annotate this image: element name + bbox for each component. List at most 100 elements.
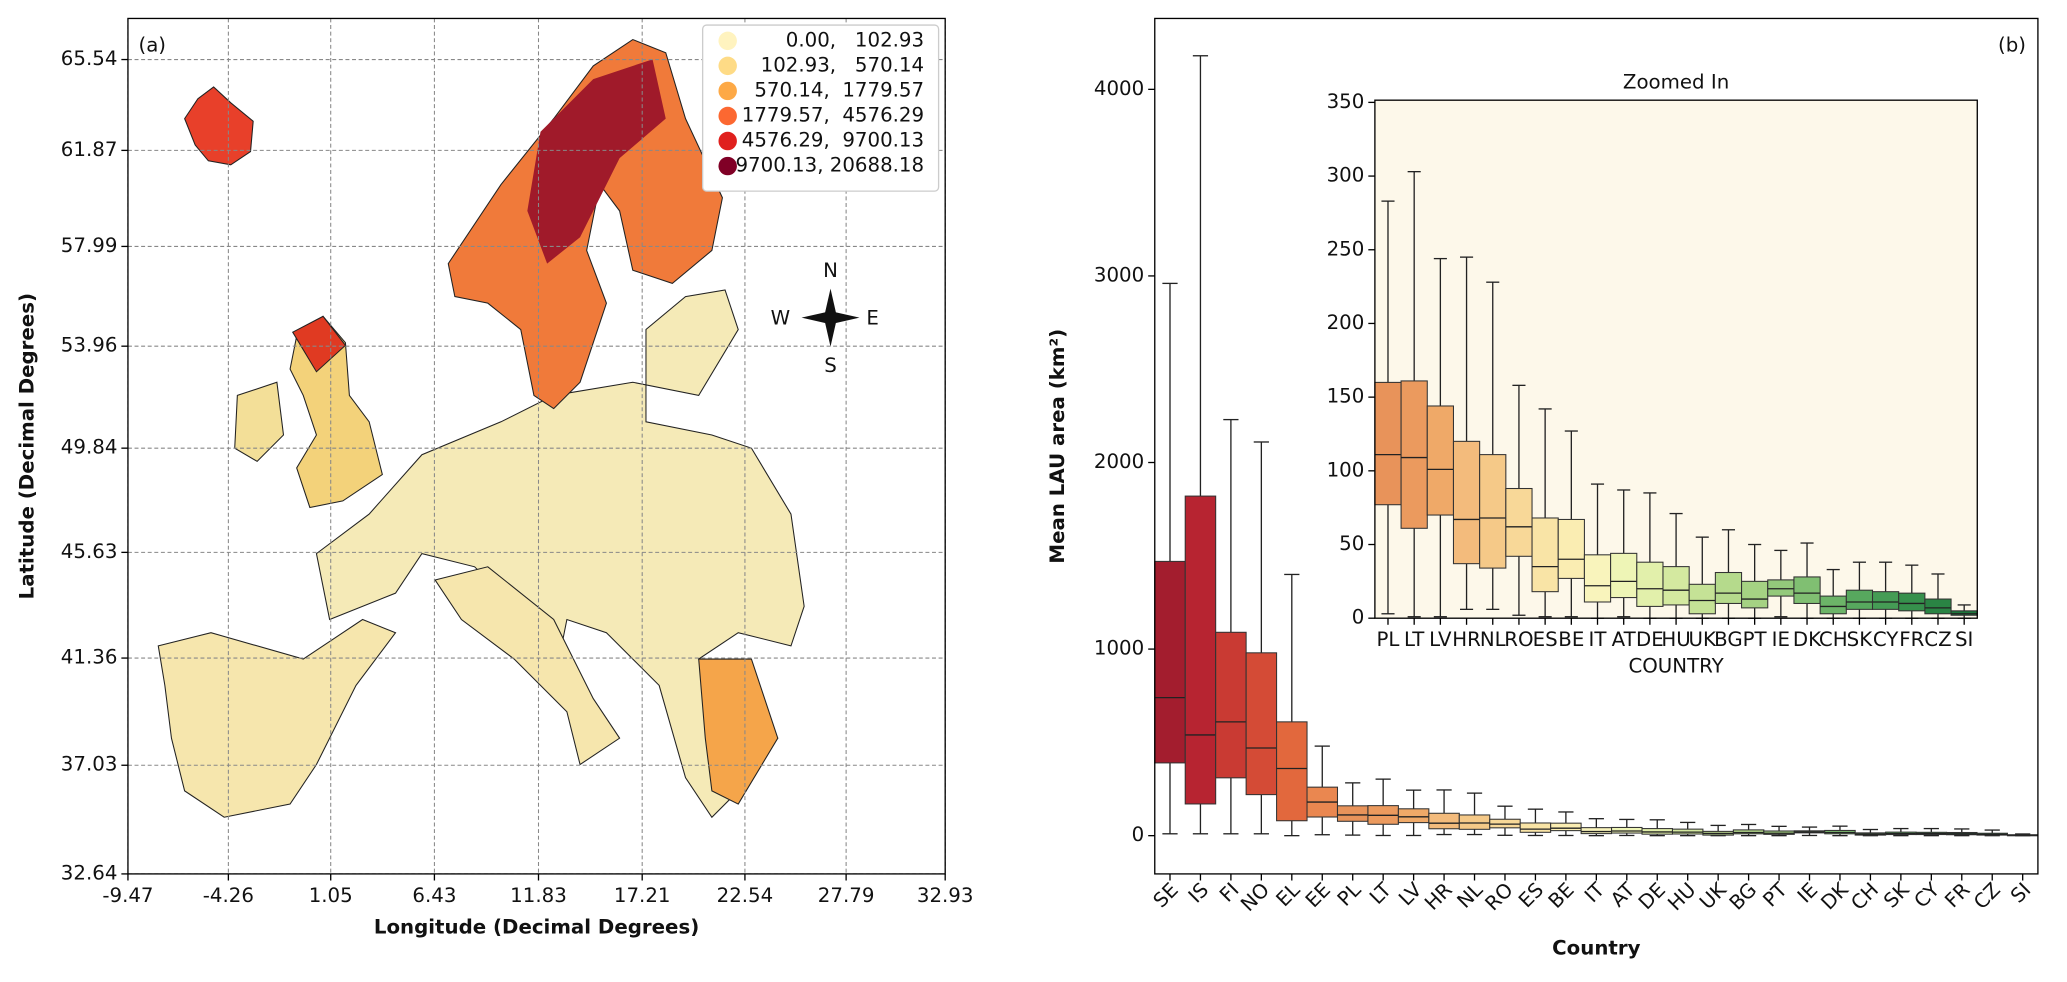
y-tick-label: 32.64 — [61, 861, 118, 884]
y-tick-label: 50 — [1339, 532, 1364, 555]
x-tick-label: ES — [1533, 628, 1558, 651]
y-axis-label: Latitude (Decimal Degrees) — [15, 293, 38, 599]
box — [1871, 591, 1900, 610]
legend-swatch — [718, 131, 737, 151]
x-tick-label: 11.83 — [510, 884, 567, 907]
plot-frame — [1374, 99, 1978, 619]
y-tick-label: 37.03 — [61, 753, 118, 776]
x-tick-label: 17.21 — [614, 884, 671, 907]
legend-label: 1779.57, 4576.29 — [742, 103, 924, 126]
x-tick-label: SK — [1847, 628, 1874, 651]
box — [1714, 571, 1743, 604]
x-tick-label: DK — [1793, 628, 1822, 651]
compass-label: W — [771, 306, 791, 329]
box — [1374, 381, 1402, 506]
box — [1950, 610, 1978, 616]
y-tick-label: 0 — [1352, 606, 1365, 629]
box — [1452, 440, 1481, 565]
y-tick-label: 100 — [1327, 458, 1365, 481]
x-tick-label: CY — [1873, 628, 1899, 651]
panel-label: (a) — [138, 34, 166, 57]
plot-frame — [127, 17, 946, 875]
box — [1767, 579, 1795, 597]
x-tick-label: CH — [1819, 628, 1848, 651]
legend-swatch — [718, 81, 737, 101]
x-tick-label: HR — [1452, 628, 1481, 651]
box — [1400, 380, 1428, 529]
y-tick-label: 45.63 — [61, 540, 118, 563]
x-tick-label: 32.93 — [917, 884, 974, 907]
y-tick-label: 1000 — [1094, 637, 1144, 660]
x-tick-label: 22.54 — [717, 884, 774, 907]
y-axis-label: Mean LAU area (km²) — [1046, 329, 1069, 564]
iceland — [184, 86, 254, 166]
x-tick-label: LV — [1429, 628, 1452, 651]
x-tick-label: PT — [1743, 628, 1768, 651]
compass — [801, 288, 860, 347]
y-tick-label: 350 — [1327, 90, 1365, 113]
x-tick-label: PL — [1377, 628, 1400, 651]
box — [1662, 566, 1690, 606]
legend-label: 0.00, 102.93 — [786, 28, 924, 51]
box — [1505, 487, 1533, 557]
box — [1458, 814, 1491, 830]
x-tick-label: 1.05 — [309, 884, 353, 907]
y-tick-label: 3000 — [1094, 263, 1144, 286]
x-tick-label: SI — [1955, 628, 1973, 651]
legend-label: 9700.13, 20688.18 — [735, 154, 924, 177]
greece — [698, 658, 779, 805]
box — [1426, 405, 1454, 516]
box — [1580, 827, 1613, 835]
scotland — [291, 315, 347, 373]
x-tick-label: RO — [1504, 628, 1533, 651]
box — [1898, 592, 1926, 612]
legend-swatch — [718, 156, 737, 176]
box — [1184, 495, 1217, 805]
x-tick-label: 27.79 — [818, 884, 875, 907]
x-tick-label: UK — [1689, 628, 1717, 651]
x-axis-label: Longitude (Decimal Degrees) — [374, 915, 699, 938]
box — [1611, 826, 1643, 834]
legend-box — [701, 24, 940, 192]
legend-label: 4576.29, 9700.13 — [742, 129, 924, 152]
box — [1428, 812, 1460, 830]
box — [1610, 552, 1638, 599]
compass-needle — [801, 311, 860, 325]
box — [1819, 595, 1847, 615]
y-tick-label: 61.87 — [61, 138, 118, 161]
y-tick-label: 53.96 — [61, 334, 118, 357]
x-tick-label: AT — [1612, 628, 1637, 651]
y-tick-label: 300 — [1327, 164, 1365, 187]
y-tick-label: 2000 — [1094, 450, 1144, 473]
x-tick-label: CZ — [1924, 628, 1951, 651]
box — [1688, 583, 1716, 615]
x-tick-label: FR — [1899, 628, 1924, 651]
box — [1397, 808, 1430, 824]
plot-frame — [1154, 17, 2039, 875]
y-tick-label: 57.99 — [61, 234, 118, 257]
box — [1924, 598, 1952, 615]
legend-swatch — [718, 31, 737, 51]
x-tick-label: -4.26 — [203, 884, 254, 907]
inset-x-label: COUNTRY — [1628, 654, 1724, 677]
box — [1336, 805, 1369, 822]
panel-label: (b) — [1998, 34, 2026, 57]
x-tick-label: NL — [1480, 628, 1506, 651]
compass-label: E — [866, 306, 879, 329]
legend-swatch — [718, 106, 737, 126]
x-tick-label: BE — [1558, 628, 1584, 651]
italy — [434, 566, 621, 766]
compass-label: N — [823, 259, 838, 282]
inset-title: Zoomed In — [1623, 71, 1729, 94]
x-tick-label: IE — [1772, 628, 1790, 651]
box — [1245, 652, 1278, 796]
x-tick-label: LT — [1404, 628, 1425, 651]
box — [1636, 561, 1664, 607]
y-tick-label: 200 — [1327, 311, 1365, 334]
box — [1276, 721, 1308, 822]
legend-label: 570.14, 1779.57 — [754, 78, 924, 101]
x-tick-label: BG — [1714, 628, 1743, 651]
compass-label: S — [824, 354, 837, 377]
y-tick-label: 49.84 — [61, 436, 118, 459]
